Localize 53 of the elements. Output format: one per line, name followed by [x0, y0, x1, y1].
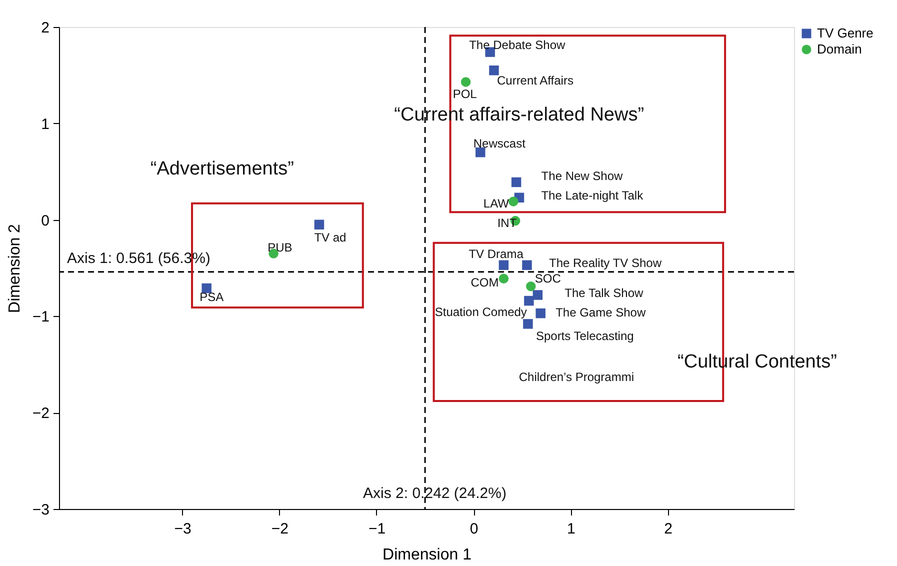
point: [526, 281, 536, 292]
y-tick-label: −1: [32, 308, 50, 326]
annotation: Axis 2: 0.242 (24.2%): [363, 485, 506, 502]
data-label: Current Affairs: [496, 73, 574, 88]
y-tick-label: −2: [32, 405, 50, 422]
data-label: The Game Show: [556, 305, 646, 320]
point: [523, 319, 533, 329]
data-label: COM: [470, 276, 499, 290]
data-label: The Late-night Talk: [541, 188, 644, 203]
data-label: Sports Telecasting: [536, 328, 634, 343]
data-label: SOC: [534, 271, 562, 286]
x-tick-label: 2: [664, 520, 672, 538]
x-axis-title: Dimension 1: [382, 546, 472, 564]
data-label: LAW: [483, 196, 510, 210]
data-label: PUB: [268, 240, 292, 255]
x-tick-label: −1: [368, 520, 386, 538]
data-label: The Reality TV Show: [548, 256, 662, 270]
point: [511, 177, 522, 188]
y-tick-label: 1: [41, 116, 50, 133]
legend-label: Domain: [817, 42, 862, 56]
y-axis-title: Dimension 2: [6, 224, 24, 313]
x-tick-label: 1: [567, 520, 576, 538]
x-tick-label: −2: [271, 520, 288, 538]
data-label: INT: [497, 216, 518, 230]
data-label: Newscast: [473, 136, 526, 150]
y-tick-label: −3: [32, 502, 50, 518]
legend-label: TV Genre: [817, 26, 874, 40]
point: [460, 77, 471, 87]
data-label: TV ad: [314, 230, 346, 245]
point: [489, 66, 499, 76]
point: [498, 260, 509, 270]
point: [476, 147, 486, 158]
point: [202, 283, 212, 294]
annotation: Children’s Programmi: [518, 370, 634, 384]
point: [536, 308, 546, 318]
data-label: The Debate Show: [469, 38, 566, 52]
data-label: The New Show: [541, 169, 624, 184]
point: [532, 290, 543, 300]
point: [498, 274, 509, 284]
data-label: PSA: [200, 290, 224, 304]
y-tick-label: 0: [41, 212, 50, 230]
y-tick-label: 2: [41, 20, 50, 36]
x-tick-label: 0: [470, 520, 478, 538]
data-label: The Talk Show: [564, 286, 644, 300]
annotation: “Advertisements”: [150, 158, 294, 180]
point: [314, 220, 324, 230]
x-tick-label: −3: [174, 520, 192, 538]
data-label: Stuation Comedy: [434, 304, 527, 319]
data-label: POL: [452, 86, 478, 101]
data-label: TV Drama: [468, 247, 524, 262]
point: [524, 296, 534, 306]
point: [508, 196, 518, 206]
point: [522, 260, 532, 270]
